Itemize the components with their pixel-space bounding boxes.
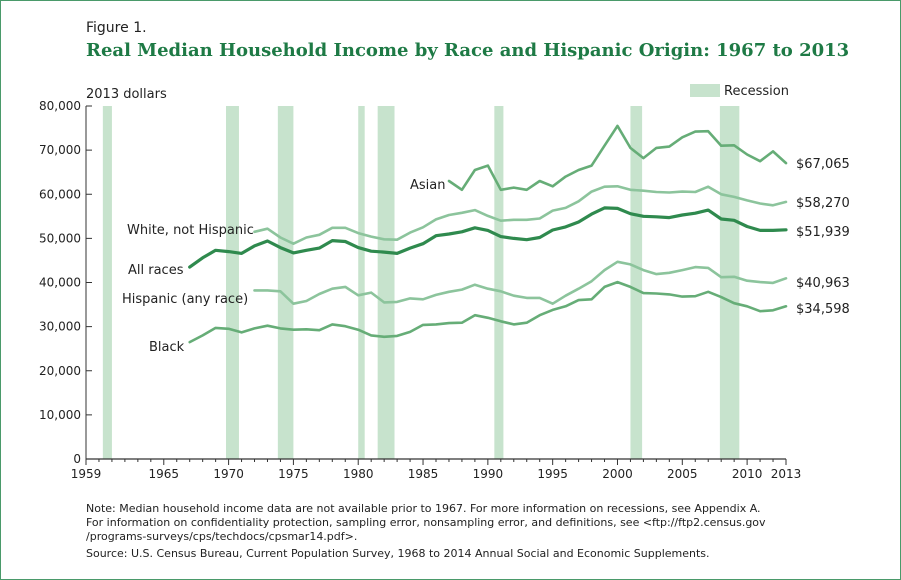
y-axis: 0 10,000 20,000 30,000 40,000 50,000 60,000 70,… [39,99,92,466]
end-value-hispanic-any-race: $40,963 [796,276,850,291]
legend: Recession [690,84,789,99]
y-tick-label: 70,000 [39,143,81,157]
series-label-black: Black [149,340,185,355]
x-tick-label: 2005 [667,467,698,481]
x-tick-label: 1965 [149,467,180,481]
note-line-3: /programs-surveys/cps/techdocs/cpsmar14.… [86,530,358,543]
end-value-black: $34,598 [796,302,850,317]
series-label-hispanic-any-race: Hispanic (any race) [122,292,248,307]
x-tick-label: 1995 [537,467,568,481]
recession-band-4 [377,106,395,459]
series-label-all-races: All races [128,263,184,278]
y-tick-label: 50,000 [39,231,81,245]
series-label-asian: Asian [410,178,445,193]
recession-band-2 [277,106,294,459]
y-tick-label: 60,000 [39,187,81,201]
series-line-hispanic-any-race [253,260,788,306]
source-line: Source: U.S. Census Bureau, Current Popu… [86,547,710,560]
recession-band-5 [494,106,504,459]
recession-band-7 [719,106,740,459]
x-tick-label: 2010 [732,467,763,481]
y-tick-label: 40,000 [39,276,81,290]
legend-swatch [690,84,720,97]
end-value-all-races: $51,939 [796,225,850,240]
x-axis: 1959 1965 1970 1975 1980 1985 1990 1995 2000 2005… [71,458,802,481]
y-tick-label: 30,000 [39,320,81,334]
y-tick-label: 80,000 [39,99,81,113]
figure-title: Real Median Household Income by Race and… [86,40,850,61]
series-line-black [188,280,788,344]
x-tick-label: 2000 [602,467,633,481]
x-tick-label: 1970 [213,467,244,481]
legend-label: Recession [724,84,789,99]
recession-band-1 [226,106,239,459]
x-tick-label: 1985 [408,467,439,481]
y-axis-label: 2013 dollars [86,87,167,102]
x-tick-label: 2013 [771,467,802,481]
end-value-asian: $67,065 [796,157,850,172]
y-tick-label: 10,000 [39,408,81,422]
recession-bands [102,106,740,459]
end-value-white-not-hispanic: $58,270 [796,196,850,211]
series-label-white-not-hispanic: White, not Hispanic [127,223,254,238]
x-tick-label: 1959 [71,467,102,481]
recession-band-6 [630,106,643,459]
figure-label: Figure 1. [86,20,147,36]
notes-block: Note: Median household income data are n… [86,502,886,561]
income-line-chart: 0 10,000 20,000 30,000 40,000 50,000 60,000 70,… [39,84,850,481]
note-line-1: Note: Median household income data are n… [86,502,761,515]
series-line-all-races [188,206,788,269]
note-line-2: For information on confidentiality prote… [86,516,766,529]
series-line-white-not-hispanic [253,185,788,245]
series-lines [188,124,788,344]
series-labels: Asian $67,065 White, not Hispanic $58,270 Al… [122,157,850,355]
x-tick-label: 1990 [473,467,504,481]
recession-band-3 [358,106,365,459]
series-line-asian [447,124,788,192]
x-tick-label: 1980 [343,467,374,481]
recession-band-0 [102,106,112,459]
y-tick-label: 20,000 [39,364,81,378]
x-tick-label: 1975 [278,467,309,481]
y-tick-label: 0 [73,452,81,466]
